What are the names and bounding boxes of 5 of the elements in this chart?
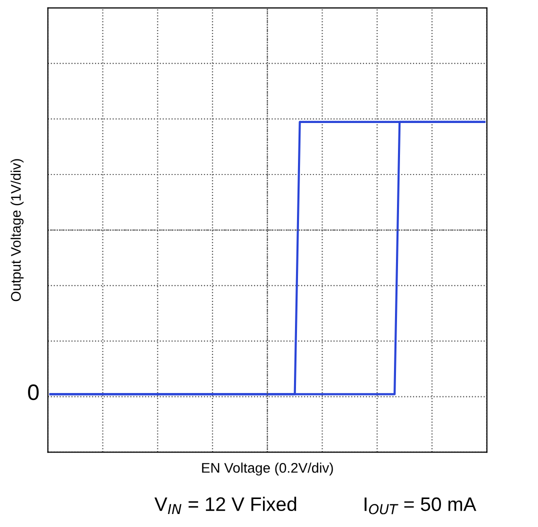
y-axis-title: Output Voltage (1V/div) [10,159,24,302]
text: I$_{OUT}$ = 50 mA [364,497,476,514]
x-axis-title: EN Voltage (0.2V/div) [202,462,333,476]
text: 0 [28,384,39,400]
text: V$_{IN}$ = 12 V Fixed [154,496,296,514]
